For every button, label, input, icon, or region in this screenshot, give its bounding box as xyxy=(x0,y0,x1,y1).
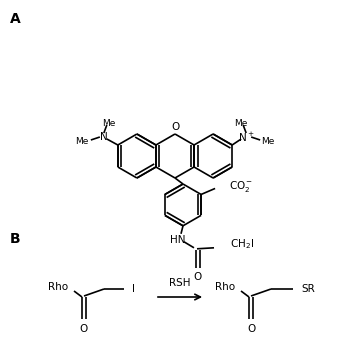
Text: RSH: RSH xyxy=(169,278,191,288)
Text: Me: Me xyxy=(235,118,248,127)
Text: O: O xyxy=(194,272,202,282)
Text: O: O xyxy=(80,324,88,334)
Text: N: N xyxy=(100,132,108,142)
Text: Rho: Rho xyxy=(48,282,68,292)
Text: I: I xyxy=(132,284,135,294)
Text: O: O xyxy=(247,324,255,334)
Text: A: A xyxy=(10,12,21,26)
Text: Me: Me xyxy=(75,138,89,147)
Text: Me: Me xyxy=(102,118,116,127)
Text: Rho: Rho xyxy=(215,282,235,292)
Text: Me: Me xyxy=(261,138,275,147)
Text: B: B xyxy=(10,232,21,246)
Text: O: O xyxy=(171,122,179,132)
Text: N$^+$: N$^+$ xyxy=(238,130,254,144)
Text: CH$_2$I: CH$_2$I xyxy=(230,237,254,251)
Text: HN: HN xyxy=(170,235,186,245)
Text: SR: SR xyxy=(301,284,315,294)
Text: CO$_2^-$: CO$_2^-$ xyxy=(229,179,253,194)
